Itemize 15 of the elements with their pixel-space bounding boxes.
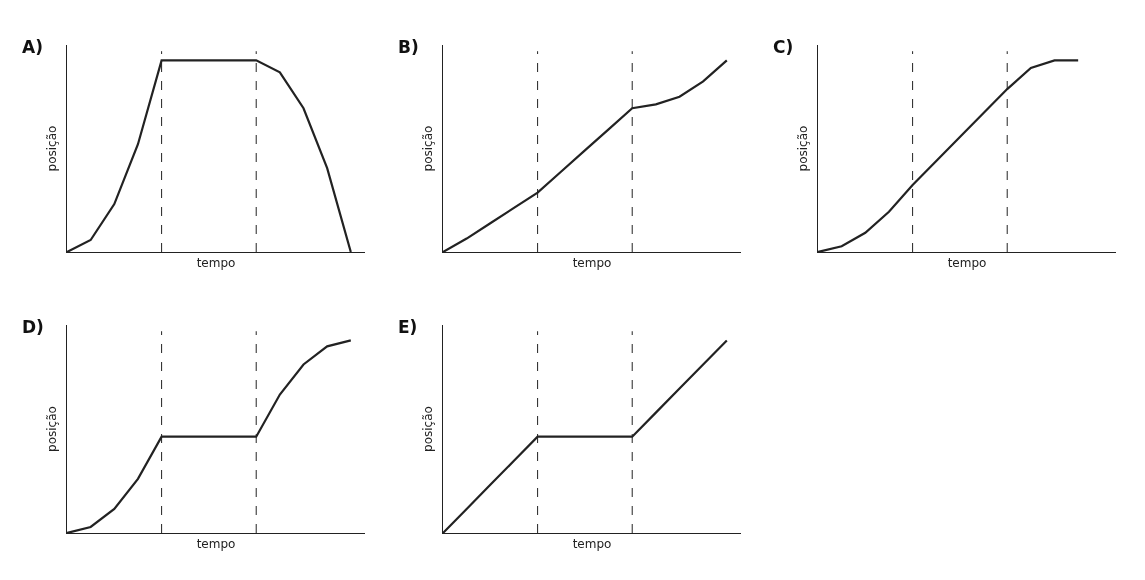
chart-title: B) xyxy=(398,37,419,57)
x-axis-title: tempo xyxy=(947,256,987,271)
x-axis-title: tempo xyxy=(196,537,236,552)
x-axis-title: tempo xyxy=(572,537,612,552)
chart-title: A) xyxy=(22,37,43,57)
y-axis-title: posição xyxy=(796,125,811,172)
y-axis-title: posição xyxy=(45,406,60,452)
chart-title: E) xyxy=(398,317,418,337)
chart-title: D) xyxy=(22,317,44,337)
y-axis-title: posição xyxy=(45,125,60,172)
y-axis-title: posição xyxy=(421,406,436,452)
x-axis-title: tempo xyxy=(196,256,236,271)
chart-title: C) xyxy=(773,37,794,57)
y-axis-title: posição xyxy=(421,125,436,172)
x-axis-title: tempo xyxy=(572,256,612,271)
